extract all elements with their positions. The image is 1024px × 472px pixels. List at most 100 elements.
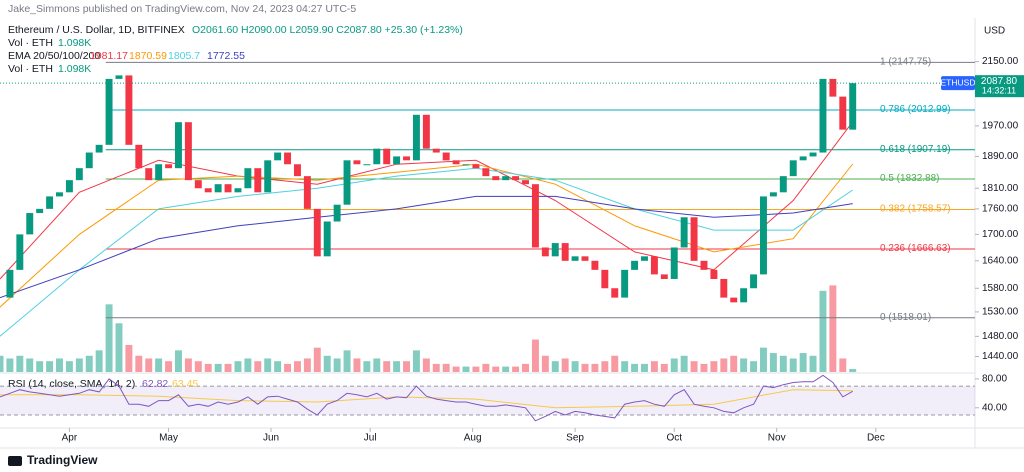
candle-body: [670, 247, 678, 279]
y-tick-label: 1640.00: [982, 255, 1019, 266]
candle-body: [462, 164, 470, 166]
candle-body: [730, 297, 738, 303]
candle-body: [234, 188, 242, 193]
candle-body: [571, 256, 579, 261]
volume-bar: [75, 358, 83, 372]
candle-body: [799, 156, 807, 161]
volume-bar: [750, 361, 758, 372]
volume-bar: [819, 290, 827, 372]
volume-bar: [244, 358, 252, 372]
volume-bar: [343, 350, 351, 372]
candle-body: [26, 213, 34, 235]
candle-body: [343, 160, 351, 205]
volume-bar: [46, 361, 54, 372]
candle-body: [551, 243, 559, 257]
candle-body: [442, 152, 450, 161]
fib-label: 1 (2147.75): [880, 56, 931, 67]
volume-bar: [769, 353, 777, 372]
candle-body: [214, 184, 222, 193]
candle-body: [680, 217, 688, 248]
volume-bar: [710, 361, 718, 372]
volume-bar: [313, 347, 321, 372]
volume-bar: [740, 358, 748, 372]
volume-bar: [293, 361, 301, 372]
volume-bar: [194, 361, 202, 372]
candle-body: [829, 78, 837, 97]
fib-label: 0.5 (1832.88): [880, 173, 940, 184]
volume-bar: [452, 366, 460, 372]
volume-bar: [125, 344, 133, 372]
candle-body: [769, 192, 777, 197]
volume-bar: [184, 358, 192, 372]
volume-bar: [730, 355, 738, 372]
volume-bar: [591, 363, 599, 372]
candle-body: [194, 180, 202, 189]
volume-bar: [522, 363, 529, 372]
volume-bar: [829, 285, 837, 372]
price-tag-value: 2087.80: [981, 76, 1018, 87]
candle-body: [303, 176, 311, 209]
y-tick-label: 1530.00: [982, 307, 1019, 318]
candle-body: [482, 168, 490, 177]
volume-bar: [502, 366, 510, 372]
candle-body: [621, 269, 629, 298]
volume-bar: [482, 363, 490, 372]
candle-body: [155, 164, 163, 181]
candle-body: [432, 148, 440, 153]
y-tick-label: 1580.00: [982, 283, 1019, 294]
volume-bar: [85, 355, 93, 372]
volume-bar: [492, 366, 500, 372]
volume-bar: [383, 361, 391, 372]
ema-line: [0, 167, 853, 337]
x-tick-label: Oct: [666, 433, 682, 444]
fib-label: 0 (1518.01): [880, 312, 931, 323]
candle-body: [313, 208, 321, 257]
candle-body: [452, 160, 460, 165]
candle-body: [710, 269, 718, 279]
volume-bar: [363, 361, 371, 372]
candle-body: [244, 168, 252, 189]
x-tick-label: Dec: [867, 433, 885, 444]
candle-body: [472, 164, 480, 169]
volume-bar: [650, 361, 658, 372]
volume-bar: [789, 358, 797, 372]
x-tick-label: Jun: [263, 433, 279, 444]
candle-body: [95, 144, 103, 153]
candle-body: [789, 160, 797, 177]
candle-body: [353, 160, 361, 165]
candle-body: [85, 152, 93, 169]
rsi-tick-label: 80.00: [982, 374, 1007, 385]
candle-body: [284, 152, 292, 165]
candle-body: [323, 221, 331, 257]
volume-bar: [779, 355, 787, 372]
candle-body: [125, 75, 133, 145]
volume-bar: [95, 350, 103, 372]
volume-bar: [224, 363, 232, 372]
fib-label: 0.236 (1666.63): [880, 243, 951, 254]
volume-bar: [541, 355, 549, 372]
volume-bar: [760, 347, 767, 372]
volume-bar: [254, 361, 262, 372]
currency: USD: [984, 26, 1005, 37]
volume-bar: [165, 361, 173, 372]
volume-bar: [214, 363, 222, 372]
brand: TradingView: [27, 453, 98, 467]
volume-bar: [6, 358, 14, 372]
candle-body: [363, 164, 371, 166]
y-tick-label: 1890.00: [982, 151, 1019, 162]
y-tick-label: 1440.00: [982, 351, 1019, 362]
price-tag: [975, 75, 1024, 98]
volume-bar: [551, 361, 559, 372]
candle-body: [611, 288, 619, 298]
volume-bar: [700, 363, 708, 372]
volume-bar: [472, 366, 480, 372]
fib-label: 0.618 (1907.19): [880, 144, 951, 155]
rsi-legend-value: 62.82: [142, 378, 168, 390]
candle-body: [839, 96, 847, 130]
fib-label: 0.382 (1758.57): [880, 204, 951, 215]
ema-legend: EMA 20/50/100/200: [8, 50, 100, 62]
candle-body: [690, 217, 698, 261]
candle-body: [492, 176, 500, 181]
volume-bar: [670, 358, 678, 372]
